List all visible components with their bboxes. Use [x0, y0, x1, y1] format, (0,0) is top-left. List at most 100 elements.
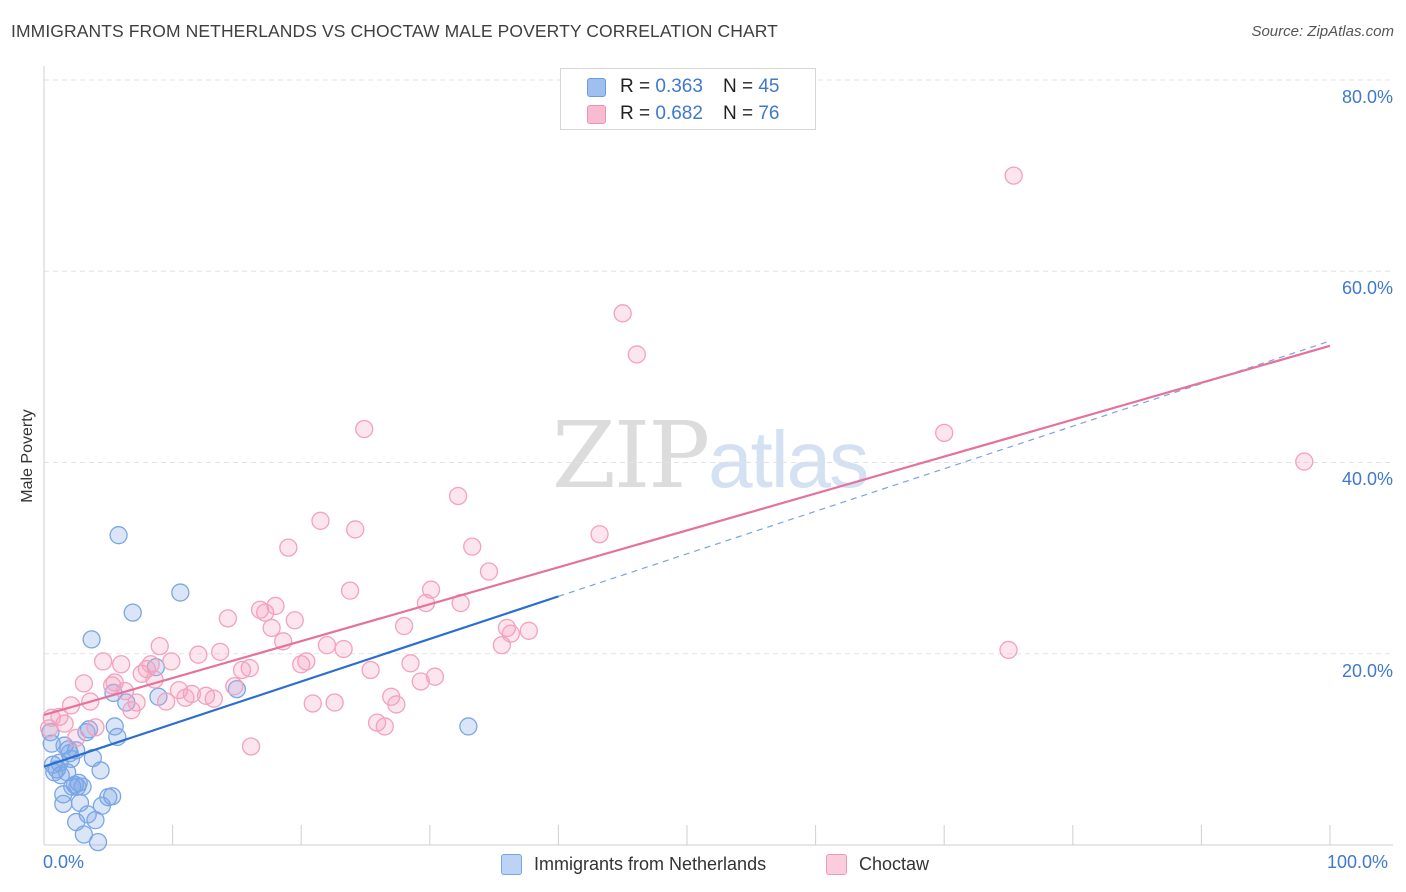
netherlands-point: [79, 720, 99, 739]
y-tick-label-80: 80.0%: [1341, 87, 1393, 107]
choctaw-point: [127, 693, 146, 712]
choctaw-point: [501, 624, 520, 643]
choctaw-point: [266, 596, 285, 616]
choctaw-point: [240, 658, 259, 678]
netherlands-point: [105, 717, 124, 736]
choctaw-point: [241, 737, 261, 756]
y-tick-label-60: 60.0%: [1341, 278, 1393, 298]
choctaw-point: [182, 684, 202, 704]
netherlands-point: [459, 717, 478, 736]
legend-label: Immigrants from Netherlands: [534, 853, 767, 874]
choctaw-point: [479, 562, 499, 581]
grid-lines: [44, 79, 1393, 655]
choctaw-point: [463, 537, 482, 556]
trend-lines: [43, 340, 1331, 768]
netherlands-point: [91, 761, 110, 780]
chart-title: IMMIGRANTS FROM NETHERLANDS VS CHOCTAW M…: [11, 21, 778, 41]
netherlands-point: [73, 777, 92, 796]
r-value: 0.363: [655, 76, 703, 97]
choctaw-point: [448, 486, 468, 506]
choctaw-point: [55, 714, 74, 733]
netherlands-point: [77, 723, 96, 742]
choctaw-point: [1004, 166, 1023, 185]
netherlands-trend-extension: [558, 340, 1331, 597]
watermark-atlas: atlas: [708, 415, 869, 504]
choctaw-point: [1295, 452, 1314, 471]
n-label: N =: [722, 103, 754, 124]
legend-swatch-netherlands: [587, 77, 606, 97]
choctaw-point: [355, 419, 374, 439]
series-choctaw-points: [39, 166, 1314, 756]
netherlands-point: [54, 794, 73, 814]
choctaw-point: [74, 674, 94, 693]
correlation-legend: R = 0.363 N = 45 R = 0.682 N = 76: [560, 68, 816, 130]
netherlands-point: [74, 825, 94, 844]
choctaw-point: [262, 618, 281, 638]
r-label: R =: [620, 76, 651, 97]
choctaw-point: [297, 652, 316, 671]
netherlands-trend-line: [43, 595, 559, 768]
legend-item-netherlands: Immigrants from Netherlands: [501, 851, 766, 877]
choctaw-point: [218, 609, 238, 628]
choctaw-point: [225, 677, 244, 696]
choctaw-point: [279, 538, 298, 557]
choctaw-point: [401, 654, 420, 673]
choctaw-point: [375, 717, 394, 736]
legend-row-netherlands: R = 0.363 N = 45: [587, 75, 779, 99]
n-value: 45: [758, 76, 780, 97]
netherlands-point: [103, 787, 122, 806]
legend-swatch-choctaw: [826, 853, 847, 875]
choctaw-point: [162, 652, 181, 671]
y-tick-label-40: 40.0%: [1341, 469, 1393, 489]
netherlands-point: [109, 526, 128, 545]
legend-row-choctaw: R = 0.682 N = 76: [587, 102, 779, 126]
series-netherlands-points: [41, 526, 478, 852]
choctaw-point: [519, 621, 538, 640]
choctaw-point: [189, 645, 208, 664]
choctaw-point: [292, 655, 311, 674]
choctaw-point: [211, 642, 230, 661]
netherlands-point: [82, 630, 101, 649]
choctaw-point: [303, 694, 322, 713]
choctaw-point: [285, 611, 304, 630]
watermark: ZIPatlas: [552, 402, 869, 509]
choctaw-point: [387, 695, 406, 714]
source-label: Source: ZipAtlas.com: [1251, 23, 1394, 40]
netherlands-point: [88, 832, 108, 852]
legend-item-choctaw: Choctaw: [826, 851, 929, 877]
axes: [43, 66, 1393, 846]
watermark-zip: ZIP: [552, 402, 710, 509]
r-label: R =: [620, 103, 651, 124]
choctaw-trend-line: [43, 344, 1331, 717]
choctaw-point: [317, 635, 337, 655]
choctaw-point: [394, 616, 414, 636]
n-label: N =: [722, 76, 754, 97]
choctaw-point: [361, 660, 380, 680]
choctaw-point: [411, 672, 430, 691]
legend-swatch-netherlands: [501, 853, 522, 875]
choctaw-point: [425, 667, 445, 686]
choctaw-point: [421, 580, 441, 599]
n-value: 76: [758, 103, 780, 124]
choctaw-point: [256, 603, 275, 622]
choctaw-point: [999, 640, 1018, 660]
choctaw-point: [325, 693, 344, 712]
choctaw-point: [590, 525, 609, 544]
netherlands-point: [171, 583, 190, 602]
choctaw-point: [935, 423, 954, 443]
netherlands-point: [123, 603, 142, 622]
choctaw-point: [150, 636, 169, 656]
choctaw-point: [204, 689, 223, 708]
choctaw-point: [67, 728, 86, 748]
choctaw-point: [112, 655, 131, 674]
netherlands-point: [227, 679, 247, 699]
x-tick-label-min: 0.0%: [43, 852, 85, 872]
x-tick-label-max: 100.0%: [1327, 852, 1389, 872]
choctaw-point: [141, 655, 160, 674]
choctaw-point: [94, 652, 113, 671]
choctaw-point: [86, 718, 105, 737]
y-tick-label-20: 20.0%: [1341, 661, 1393, 681]
choctaw-point: [613, 304, 632, 323]
legend-swatch-choctaw: [587, 104, 606, 124]
